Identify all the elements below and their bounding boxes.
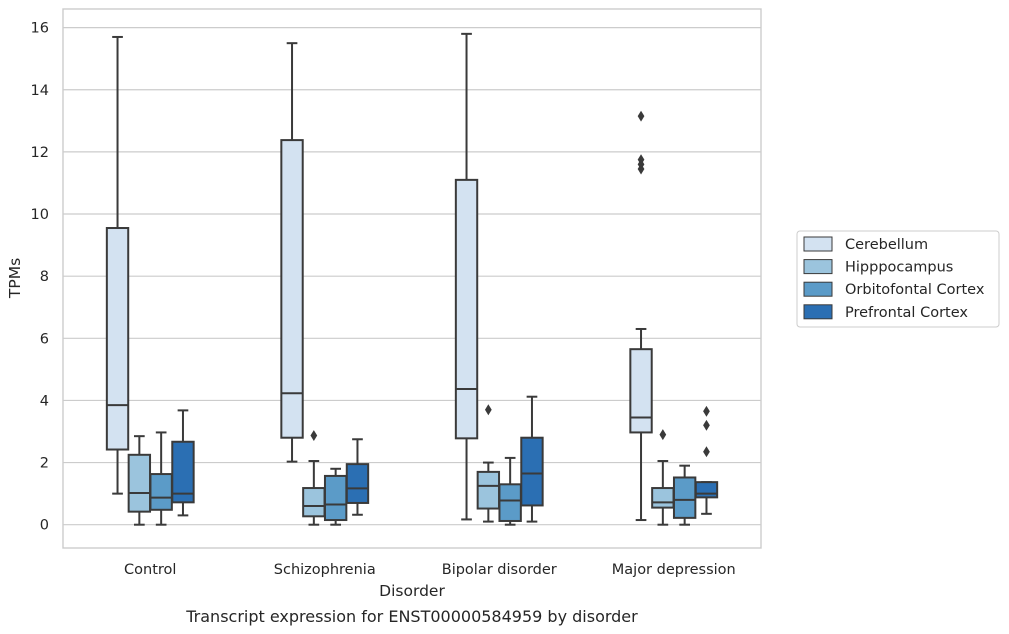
legend-swatch bbox=[803, 304, 833, 320]
outlier-point bbox=[484, 404, 492, 416]
box bbox=[345, 463, 370, 504]
legend-frame bbox=[796, 230, 1000, 328]
box bbox=[520, 436, 544, 507]
box bbox=[105, 227, 130, 451]
y-tick-label: 8 bbox=[40, 269, 49, 285]
y-tick-label: 10 bbox=[31, 207, 49, 223]
box-group bbox=[323, 467, 348, 526]
box bbox=[149, 473, 173, 511]
outlier-point bbox=[637, 110, 645, 122]
box bbox=[629, 348, 653, 434]
legend-label: Orbitofontal Cortex bbox=[845, 282, 985, 298]
box-group bbox=[105, 35, 130, 495]
y-tick-label: 0 bbox=[40, 518, 49, 534]
y-tick-label: 14 bbox=[31, 83, 49, 99]
x-tick-label: Major depression bbox=[612, 562, 736, 578]
box-group bbox=[454, 32, 479, 521]
box bbox=[280, 139, 304, 439]
y-axis-label: TPMs bbox=[6, 258, 24, 299]
box bbox=[454, 178, 479, 440]
box bbox=[498, 483, 522, 522]
box bbox=[323, 474, 348, 522]
box bbox=[694, 481, 719, 499]
box-group bbox=[149, 431, 173, 526]
box-group bbox=[672, 464, 697, 526]
x-tick-label: Bipolar disorder bbox=[442, 562, 557, 578]
box bbox=[127, 453, 152, 513]
y-tick-label: 2 bbox=[40, 456, 49, 472]
legend-swatch bbox=[803, 281, 833, 297]
chart-caption: Transcript expression for ENST0000058495… bbox=[185, 607, 638, 626]
box-group bbox=[345, 438, 370, 516]
legend-label: Cerebellum bbox=[845, 237, 928, 253]
grid-lines bbox=[63, 27, 761, 526]
x-tick-labels: Control Schizophrenia Bipolar disorder Majo… bbox=[124, 562, 736, 578]
outlier-point bbox=[703, 405, 710, 417]
legend-swatch bbox=[803, 259, 833, 275]
outlier-point bbox=[659, 429, 667, 441]
box-group bbox=[127, 435, 152, 526]
box bbox=[302, 487, 326, 518]
box-group bbox=[629, 110, 653, 522]
legend-label: Hipppocampus bbox=[845, 260, 953, 276]
box-group bbox=[520, 395, 544, 523]
box bbox=[476, 470, 501, 510]
box-plots bbox=[105, 32, 719, 526]
plot-frame bbox=[62, 8, 762, 549]
outlier-point bbox=[703, 419, 710, 431]
y-tick-label: 6 bbox=[40, 331, 49, 347]
y-tick-label: 4 bbox=[40, 393, 49, 409]
box bbox=[651, 487, 675, 509]
x-tick-label: Control bbox=[124, 562, 176, 578]
box-group bbox=[694, 405, 719, 515]
y-tick-label: 16 bbox=[31, 21, 49, 37]
y-tick-label: 12 bbox=[31, 145, 49, 161]
x-axis-label: Disorder bbox=[379, 582, 445, 600]
legend-label: Prefrontal Cortex bbox=[845, 305, 968, 321]
outlier-point bbox=[637, 163, 645, 175]
box-group bbox=[476, 404, 501, 523]
outlier-point bbox=[703, 446, 710, 458]
box-group bbox=[651, 429, 675, 526]
y-tick-labels: 0 2 4 6 8 10 12 14 16 bbox=[31, 21, 49, 534]
legend-swatch bbox=[803, 236, 833, 252]
box-group bbox=[280, 42, 304, 463]
box-group bbox=[171, 409, 195, 517]
legend: Cerebellum Hipppocampus Orbitofontal Corte… bbox=[796, 230, 1000, 328]
x-tick-label: Schizophrenia bbox=[274, 562, 376, 578]
box bbox=[171, 440, 195, 504]
box-group bbox=[302, 430, 326, 526]
box bbox=[672, 476, 697, 519]
outlier-point bbox=[310, 430, 318, 442]
box-group bbox=[498, 456, 522, 526]
